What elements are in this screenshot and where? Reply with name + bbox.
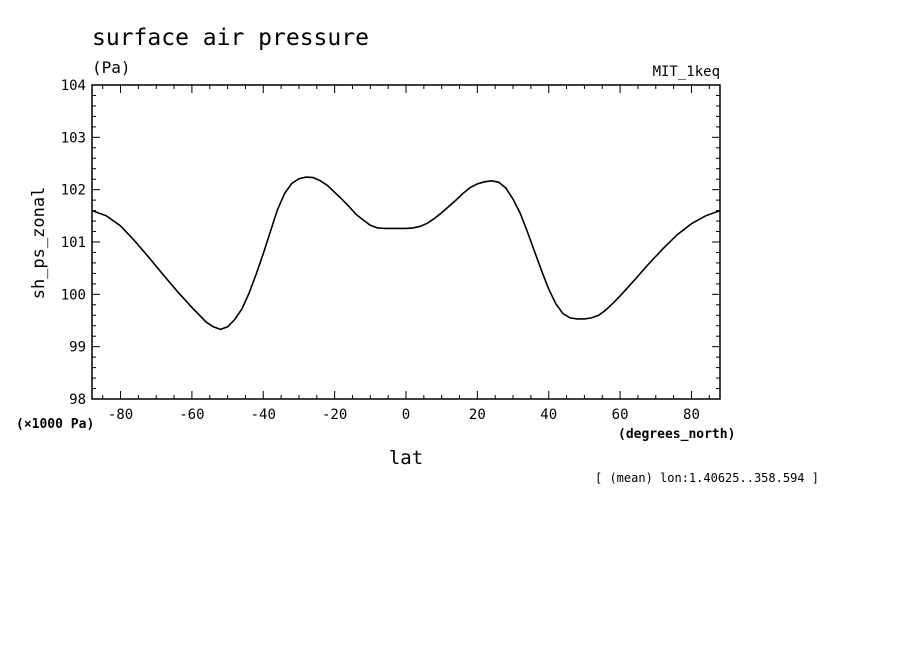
- dataset-label: MIT_1keq: [653, 64, 720, 80]
- y-tick-label: 104: [61, 78, 86, 94]
- x-tick-label: -20: [322, 407, 347, 423]
- x-tick-label: 60: [612, 407, 629, 423]
- y-tick-label: 103: [61, 130, 86, 146]
- x-tick-label: 80: [683, 407, 700, 423]
- footnote: [ (mean) lon:1.40625..358.594 ]: [595, 471, 819, 485]
- y-tick-label: 99: [69, 340, 86, 356]
- y-tick-label: 98: [69, 392, 86, 408]
- y-tick-labels: 98 99 100 101 102 103 104: [61, 78, 86, 408]
- x-tick-label: 0: [402, 407, 410, 423]
- x-tick-labels: -80 -60 -40 -20 0 20 40 60 80: [108, 407, 700, 423]
- y-scale-note: (×1000 Pa): [16, 417, 94, 432]
- axis-ticks: [92, 84, 720, 400]
- y-tick-label: 101: [61, 235, 86, 251]
- units-label: (Pa): [92, 58, 131, 77]
- plot-frame: [91, 84, 721, 400]
- x-tick-label: 40: [540, 407, 557, 423]
- x-tick-label: -60: [179, 407, 204, 423]
- chart-title: surface air pressure: [92, 25, 369, 51]
- x-tick-label: 20: [469, 407, 486, 423]
- series-line: [91, 176, 721, 331]
- x-axis-label: lat: [389, 447, 423, 469]
- y-tick-label: 102: [61, 183, 86, 199]
- y-axis-label: sh_ps_zonal: [29, 187, 49, 300]
- y-tick-label: 100: [61, 287, 86, 303]
- x-tick-label: -40: [251, 407, 276, 423]
- x-tick-label: -80: [108, 407, 133, 423]
- x-units-label: (degrees_north): [618, 427, 735, 442]
